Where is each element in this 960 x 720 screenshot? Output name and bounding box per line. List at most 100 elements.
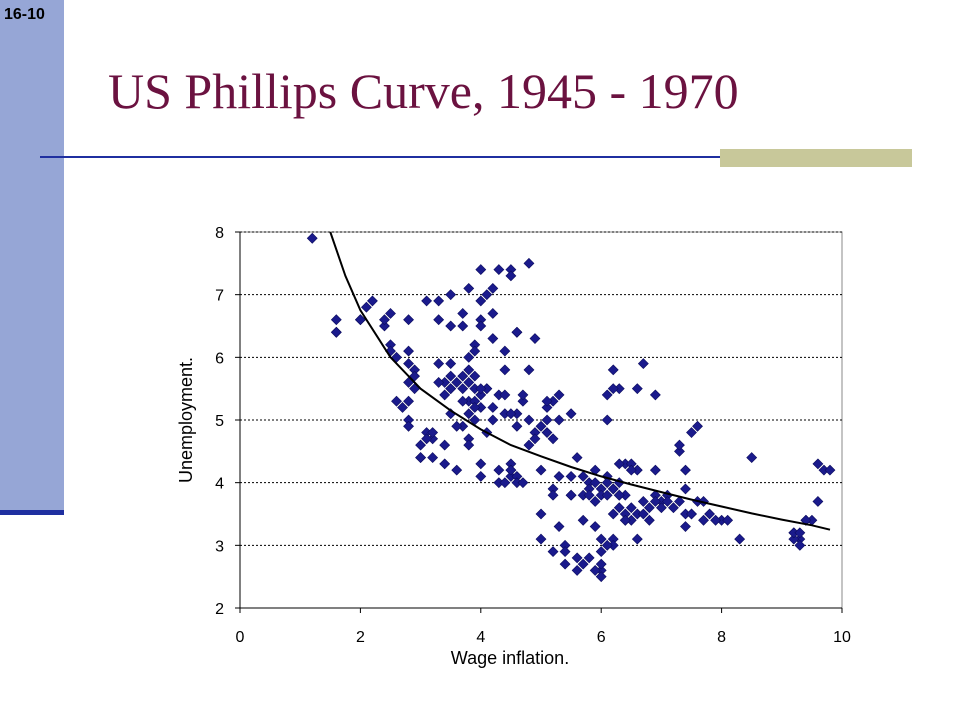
side-bar-underline <box>0 510 64 515</box>
y-tick-label: 2 <box>215 601 224 618</box>
data-point <box>463 364 475 376</box>
data-point <box>553 470 565 482</box>
data-point <box>493 464 505 476</box>
data-point <box>686 427 697 438</box>
data-point <box>674 445 685 457</box>
data-point <box>565 408 577 420</box>
data-point <box>445 358 457 370</box>
data-point <box>475 383 487 395</box>
data-point <box>457 395 469 407</box>
slide-number: 16-10 <box>4 6 45 23</box>
y-tick-label: 5 <box>215 413 224 430</box>
data-point <box>523 364 535 376</box>
x-axis-label: Wage inflation. <box>451 648 569 668</box>
y-tick-label: 6 <box>215 350 224 367</box>
data-point <box>559 558 571 570</box>
data-point <box>637 358 649 370</box>
data-point <box>523 257 535 269</box>
title-accent-bar <box>720 149 912 167</box>
data-point <box>421 433 433 445</box>
data-point <box>463 282 475 294</box>
data-point <box>511 420 523 432</box>
data-point <box>306 232 318 244</box>
data-point <box>475 295 487 307</box>
data-point <box>601 477 613 489</box>
side-bar <box>0 0 64 512</box>
data-point <box>499 345 511 357</box>
data-point <box>661 496 673 507</box>
data-point <box>475 389 487 401</box>
data-point <box>607 483 619 495</box>
data-point <box>649 464 661 476</box>
data-point <box>391 395 402 407</box>
data-points <box>306 232 836 583</box>
gridlines <box>240 231 842 546</box>
data-point <box>511 326 523 338</box>
data-point <box>445 320 457 332</box>
data-point <box>655 502 667 514</box>
data-point <box>463 439 475 451</box>
data-point <box>427 427 439 438</box>
data-point <box>457 370 469 382</box>
data-point <box>535 533 547 545</box>
data-point <box>499 389 511 401</box>
data-point <box>812 496 824 507</box>
data-point <box>475 470 487 482</box>
x-tick-label: 4 <box>476 629 485 646</box>
data-point <box>601 389 613 401</box>
data-point <box>457 320 469 332</box>
data-point <box>475 320 487 332</box>
data-point <box>577 514 589 526</box>
data-point <box>439 389 451 401</box>
data-point <box>523 439 535 451</box>
x-tick-label: 6 <box>597 629 606 646</box>
data-point <box>565 489 577 501</box>
y-tick-label: 3 <box>215 538 224 555</box>
data-point <box>571 564 583 576</box>
data-point <box>649 496 661 507</box>
data-point <box>541 427 553 438</box>
data-point <box>710 514 722 526</box>
data-point <box>631 383 643 395</box>
data-point <box>607 383 619 395</box>
data-point <box>403 345 414 357</box>
data-point <box>589 477 601 489</box>
data-point <box>746 452 758 464</box>
data-point <box>613 458 625 470</box>
data-point <box>589 564 601 576</box>
data-point <box>547 489 559 501</box>
data-point <box>439 439 451 451</box>
data-point <box>517 395 529 407</box>
data-point <box>547 433 559 445</box>
data-point <box>601 539 613 551</box>
data-point <box>607 364 619 376</box>
data-point <box>445 383 457 395</box>
data-point <box>415 439 427 451</box>
data-point <box>403 314 414 326</box>
data-point <box>330 314 342 326</box>
data-point <box>613 502 625 514</box>
data-point <box>433 295 445 307</box>
data-point <box>637 496 649 507</box>
data-point <box>505 270 517 282</box>
data-point <box>505 464 517 476</box>
data-point <box>637 508 649 520</box>
data-point <box>577 558 589 570</box>
data-point <box>686 508 697 520</box>
data-point <box>529 333 541 344</box>
data-point <box>330 326 342 338</box>
y-axis-label: Unemployment. <box>176 357 196 483</box>
data-point <box>734 533 746 545</box>
data-point <box>704 508 715 520</box>
data-point <box>517 477 529 489</box>
data-point <box>475 264 487 276</box>
title-rule <box>40 156 912 158</box>
data-point <box>517 389 529 401</box>
data-point <box>607 508 619 520</box>
data-point <box>541 402 553 413</box>
data-point <box>541 395 553 407</box>
data-point <box>505 408 517 420</box>
data-point <box>535 464 547 476</box>
